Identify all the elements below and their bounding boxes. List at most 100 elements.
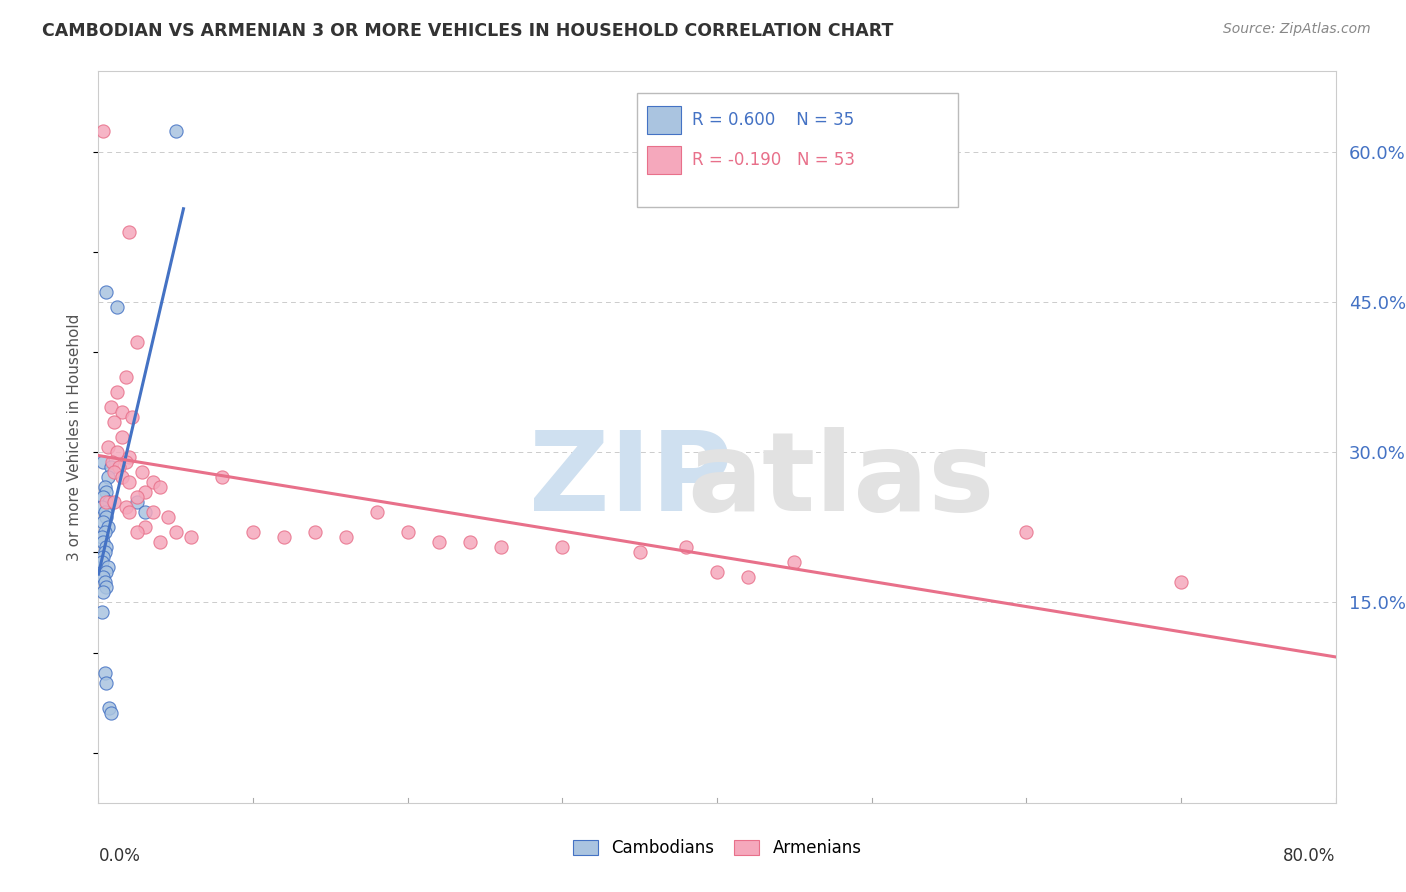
Text: CAMBODIAN VS ARMENIAN 3 OR MORE VEHICLES IN HOUSEHOLD CORRELATION CHART: CAMBODIAN VS ARMENIAN 3 OR MORE VEHICLES…: [42, 22, 894, 40]
Text: 0.0%: 0.0%: [98, 847, 141, 864]
Legend: Cambodians, Armenians: Cambodians, Armenians: [567, 832, 868, 864]
Point: [157, 510, 180, 524]
Point: [91, 515, 114, 529]
Point: [165, 525, 187, 540]
Point: [131, 465, 153, 479]
Point: [115, 370, 138, 384]
Point: [211, 470, 233, 484]
Point: [100, 400, 122, 414]
Point: [134, 505, 156, 519]
Point: [142, 505, 165, 519]
Point: [121, 410, 143, 425]
Point: [118, 225, 141, 239]
Point: [335, 530, 357, 544]
Point: [107, 460, 129, 475]
Point: [97, 470, 120, 484]
Point: [127, 495, 149, 509]
Point: [105, 445, 128, 459]
Point: [242, 525, 264, 540]
Point: [96, 566, 118, 580]
Point: [427, 535, 450, 549]
Point: [149, 535, 172, 549]
Point: [96, 485, 118, 500]
Point: [96, 675, 118, 690]
Point: [91, 570, 114, 584]
Point: [90, 606, 112, 620]
Point: [103, 495, 125, 509]
FancyBboxPatch shape: [637, 94, 959, 207]
Text: ZIP: ZIP: [529, 427, 733, 534]
Point: [127, 490, 149, 504]
Point: [127, 334, 149, 349]
Point: [180, 530, 202, 544]
Point: [103, 465, 125, 479]
Point: [96, 510, 118, 524]
Point: [93, 575, 115, 590]
Point: [91, 490, 114, 504]
Point: [675, 541, 697, 555]
Point: [134, 520, 156, 534]
Point: [105, 384, 128, 399]
Point: [91, 550, 114, 565]
Point: [551, 541, 574, 555]
Point: [149, 480, 172, 494]
Point: [165, 124, 187, 138]
Point: [90, 500, 112, 515]
Point: [105, 300, 128, 314]
Point: [783, 555, 806, 569]
Point: [628, 545, 651, 559]
Point: [118, 475, 141, 490]
Point: [396, 525, 419, 540]
Point: [96, 285, 118, 299]
Point: [103, 415, 125, 429]
Point: [127, 525, 149, 540]
Point: [90, 530, 112, 544]
Point: [366, 505, 388, 519]
Point: [1015, 525, 1038, 540]
Point: [97, 560, 120, 574]
Text: Source: ZipAtlas.com: Source: ZipAtlas.com: [1223, 22, 1371, 37]
Point: [93, 665, 115, 680]
FancyBboxPatch shape: [647, 146, 681, 174]
Point: [111, 470, 134, 484]
Point: [273, 530, 295, 544]
Point: [111, 405, 134, 419]
Y-axis label: 3 or more Vehicles in Household: 3 or more Vehicles in Household: [67, 313, 83, 561]
Point: [91, 585, 114, 599]
Point: [91, 124, 114, 138]
Point: [737, 570, 759, 584]
Point: [96, 580, 118, 594]
Point: [118, 505, 141, 519]
Point: [115, 455, 138, 469]
Point: [489, 541, 512, 555]
Point: [97, 440, 120, 454]
Point: [115, 500, 138, 515]
Point: [91, 535, 114, 549]
Text: R = 0.600    N = 35: R = 0.600 N = 35: [692, 111, 855, 128]
Point: [93, 505, 115, 519]
Text: 80.0%: 80.0%: [1284, 847, 1336, 864]
FancyBboxPatch shape: [647, 106, 681, 134]
Point: [96, 541, 118, 555]
Point: [706, 566, 728, 580]
Point: [100, 706, 122, 720]
Point: [96, 495, 118, 509]
Point: [97, 520, 120, 534]
Point: [111, 430, 134, 444]
Text: R = -0.190   N = 53: R = -0.190 N = 53: [692, 151, 855, 169]
Point: [458, 535, 481, 549]
Point: [93, 545, 115, 559]
Point: [98, 700, 121, 714]
Point: [142, 475, 165, 490]
Point: [304, 525, 326, 540]
Point: [90, 555, 112, 569]
Text: atlas: atlas: [688, 427, 994, 534]
Point: [91, 455, 114, 469]
Point: [100, 460, 122, 475]
Point: [93, 480, 115, 494]
Point: [1170, 575, 1192, 590]
Point: [101, 455, 124, 469]
Point: [93, 525, 115, 540]
Point: [134, 485, 156, 500]
Point: [118, 450, 141, 464]
